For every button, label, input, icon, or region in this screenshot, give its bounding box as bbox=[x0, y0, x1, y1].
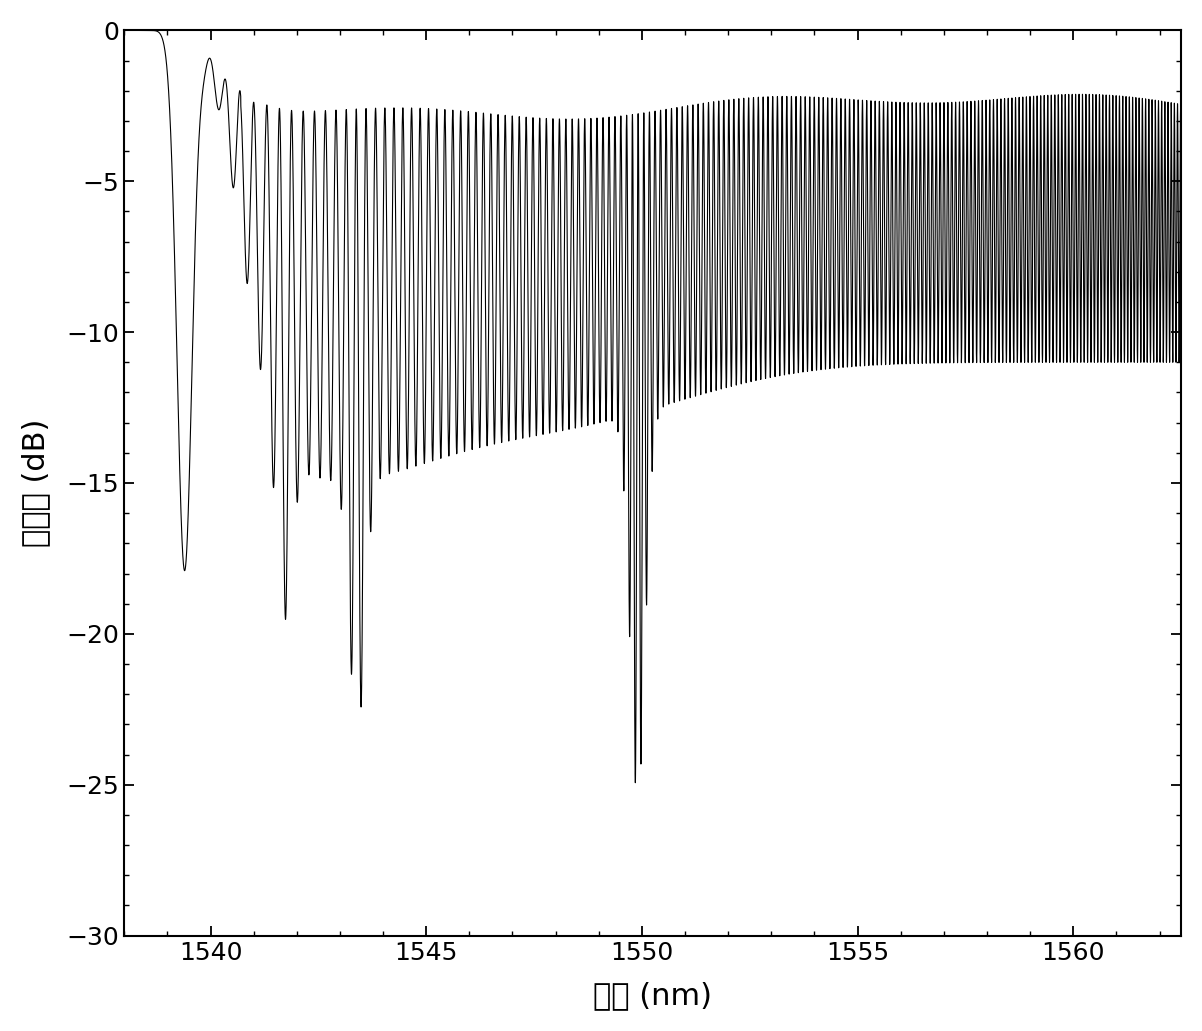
X-axis label: 波长 (nm): 波长 (nm) bbox=[594, 982, 713, 1010]
Y-axis label: 反射率 (dB): 反射率 (dB) bbox=[20, 419, 49, 547]
